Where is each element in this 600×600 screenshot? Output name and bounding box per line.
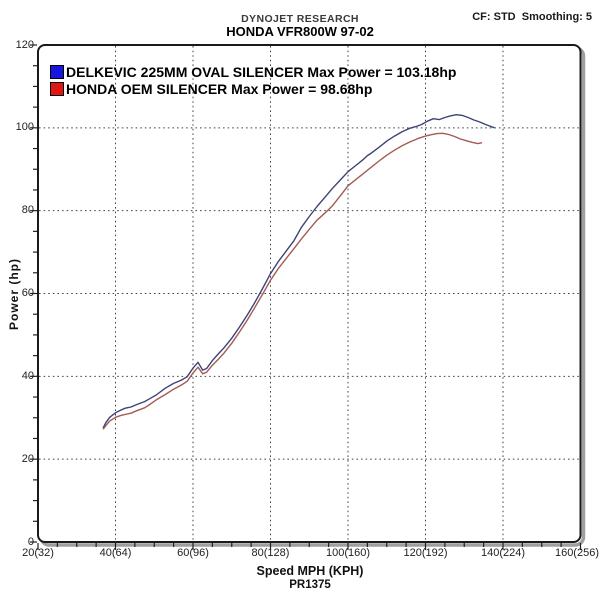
x-axis-title: Speed MPH (KPH) (256, 564, 364, 578)
y-tick-label: 80 (21, 204, 34, 217)
y-axis-title: Power (hp) (7, 258, 21, 330)
y-tick-label: 60 (21, 287, 34, 299)
run-id: PR1375 (289, 579, 331, 591)
x-tick-label: 40(64) (99, 547, 132, 559)
x-tick-label: 80(128) (251, 547, 290, 559)
x-tick-label: 60(96) (177, 547, 209, 559)
header-settings: CF: STD Smoothing: 5 (472, 11, 592, 23)
y-tick-label: 20 (21, 452, 34, 465)
legend-label-honda-oem: HONDA OEM SILENCER Max Power = 98.68hp (66, 81, 373, 98)
legend-swatch-blue (50, 64, 64, 79)
x-tick-label: 100(160) (325, 547, 371, 559)
curve-delkevic (102, 113, 495, 429)
model-title: HONDA VFR800W 97-02 (226, 24, 374, 39)
y-tick-label: 40 (21, 369, 34, 382)
x-tick-label: 20(32) (22, 547, 54, 559)
legend: DELKEVIC 225MM OVAL SILENCER Max Power =… (50, 63, 456, 98)
x-tick-label: 140(224) (480, 547, 526, 559)
legend-item-delkevic: DELKEVIC 225MM OVAL SILENCER Max Power =… (50, 63, 456, 81)
y-tick-label: 0 (27, 535, 34, 548)
legend-item-honda-oem: HONDA OEM SILENCER Max Power = 98.68hp (50, 81, 456, 99)
y-tick-label: 120 (15, 38, 34, 51)
curve-honda-oem (102, 132, 483, 430)
y-tick-label: 100 (15, 121, 34, 134)
x-tick-label: 160(256) (554, 547, 599, 559)
brand-title: DYNOJET RESEARCH (241, 13, 359, 25)
legend-label-delkevic: DELKEVIC 225MM OVAL SILENCER Max Power =… (66, 63, 457, 80)
legend-swatch-red (50, 82, 64, 97)
plot-frame (37, 44, 582, 543)
x-tick-label: 120(192) (403, 547, 448, 559)
